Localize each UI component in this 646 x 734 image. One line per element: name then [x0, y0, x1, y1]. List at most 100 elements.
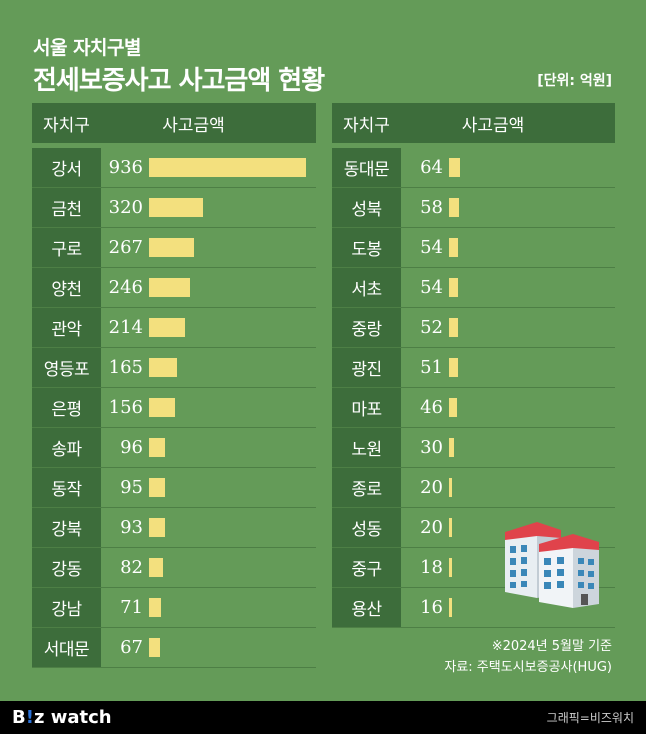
district-label: 용산 [332, 588, 401, 627]
bar [149, 598, 161, 617]
table-row: 금천 320 [32, 188, 316, 228]
value-label: 20 [420, 477, 443, 498]
table-row: 강북 93 [32, 508, 316, 548]
table-row: 성북 58 [332, 188, 615, 228]
bar [449, 598, 452, 617]
chart-subtitle: 서울 자치구별 [33, 37, 142, 59]
value-label: 52 [420, 317, 443, 338]
bar [149, 318, 185, 337]
table-row: 영등포 165 [32, 348, 316, 388]
value-label: 16 [420, 597, 443, 618]
value-label: 93 [120, 517, 143, 538]
bar [449, 518, 452, 537]
value-label: 82 [120, 557, 143, 578]
district-header: 자치구 [343, 115, 390, 136]
bar [149, 278, 190, 297]
table-row: 송파 96 [32, 428, 316, 468]
value-label: 67 [120, 637, 143, 658]
district-label: 성동 [332, 508, 401, 547]
bar [149, 558, 163, 577]
bar [449, 438, 454, 457]
bar [149, 198, 203, 217]
district-label: 도봉 [332, 228, 401, 267]
bar [149, 478, 165, 497]
value-label: 30 [420, 437, 443, 458]
bar [149, 638, 160, 657]
table-row: 종로 20 [332, 468, 615, 508]
value-label: 267 [108, 237, 143, 258]
table-row: 양천 246 [32, 268, 316, 308]
chart-title: 전세보증사고 사고금액 현황 [33, 66, 325, 96]
logo-watch: watch [44, 707, 112, 728]
value-label: 54 [420, 237, 443, 258]
left-table-header: 자치구 사고금액 [32, 103, 316, 143]
table-row: 동대문 64 [332, 148, 615, 188]
source-note: 자료: 주택도시보증공사(HUG) [444, 660, 612, 675]
district-label: 금천 [32, 188, 101, 227]
graphic-credit: 그래픽=비즈워치 [546, 711, 634, 725]
value-label: 51 [420, 357, 443, 378]
value-label: 58 [420, 197, 443, 218]
value-label: 246 [108, 277, 143, 298]
district-label: 노원 [332, 428, 401, 467]
district-label: 양천 [32, 268, 101, 307]
amount-header: 사고금액 [162, 115, 225, 136]
logo-b: B [12, 707, 26, 728]
bar [449, 318, 458, 337]
table-row: 강남 71 [32, 588, 316, 628]
value-label: 64 [420, 157, 443, 178]
district-label: 중랑 [332, 308, 401, 347]
logo-z: z [33, 707, 45, 728]
table-row: 강동 82 [32, 548, 316, 588]
value-label: 71 [120, 597, 143, 618]
table-row: 은평 156 [32, 388, 316, 428]
district-label: 서대문 [32, 628, 101, 667]
value-label: 54 [420, 277, 443, 298]
table-row: 중랑 52 [332, 308, 615, 348]
value-label: 96 [120, 437, 143, 458]
bar [449, 358, 458, 377]
district-label: 동대문 [332, 148, 401, 187]
amount-header: 사고금액 [461, 115, 525, 136]
right-table: 자치구 사고금액 동대문 64 성북 58 도봉 54 서초 54 중랑 52 광진 51 마포 46 노원… [332, 103, 615, 628]
bar [449, 158, 460, 177]
district-label: 중구 [332, 548, 401, 587]
district-label: 광진 [332, 348, 401, 387]
district-label: 구로 [32, 228, 101, 267]
left-table: 자치구 사고금액 강서 936 금천 320 구로 267 양천 246 관악 214 영등포 165… [32, 103, 316, 668]
district-label: 성북 [332, 188, 401, 227]
value-label: 20 [420, 517, 443, 538]
table-row: 동작 95 [32, 468, 316, 508]
district-label: 동작 [32, 468, 101, 507]
table-row: 광진 51 [332, 348, 615, 388]
district-label: 관악 [32, 308, 101, 347]
value-label: 95 [120, 477, 143, 498]
table-row: 노원 30 [332, 428, 615, 468]
footnote: ※2024년 5월말 기준 [491, 639, 612, 654]
district-label: 강서 [32, 148, 101, 187]
table-row: 중구 18 [332, 548, 615, 588]
value-label: 156 [108, 397, 143, 418]
apartment-building-icon [505, 522, 599, 608]
table-row: 서대문 67 [32, 628, 316, 668]
table-row: 성동 20 [332, 508, 615, 548]
unit-label: [단위: 억원] [537, 73, 612, 89]
district-label: 종로 [332, 468, 401, 507]
left-rows: 강서 936 금천 320 구로 267 양천 246 관악 214 영등포 165 은평 156 송파 96… [32, 148, 316, 668]
value-label: 18 [420, 557, 443, 578]
logo-i: ! [25, 707, 34, 728]
district-label: 은평 [32, 388, 101, 427]
bar [449, 198, 459, 217]
bizwatch-logo: B!z watch [12, 707, 112, 728]
bar [149, 358, 177, 377]
value-label: 165 [108, 357, 143, 378]
district-label: 강남 [32, 588, 101, 627]
bar [449, 398, 457, 417]
district-label: 마포 [332, 388, 401, 427]
district-label: 강동 [32, 548, 101, 587]
bar [449, 238, 458, 257]
table-row: 도봉 54 [332, 228, 615, 268]
district-label: 서초 [332, 268, 401, 307]
district-header: 자치구 [43, 115, 90, 136]
value-label: 46 [420, 397, 443, 418]
